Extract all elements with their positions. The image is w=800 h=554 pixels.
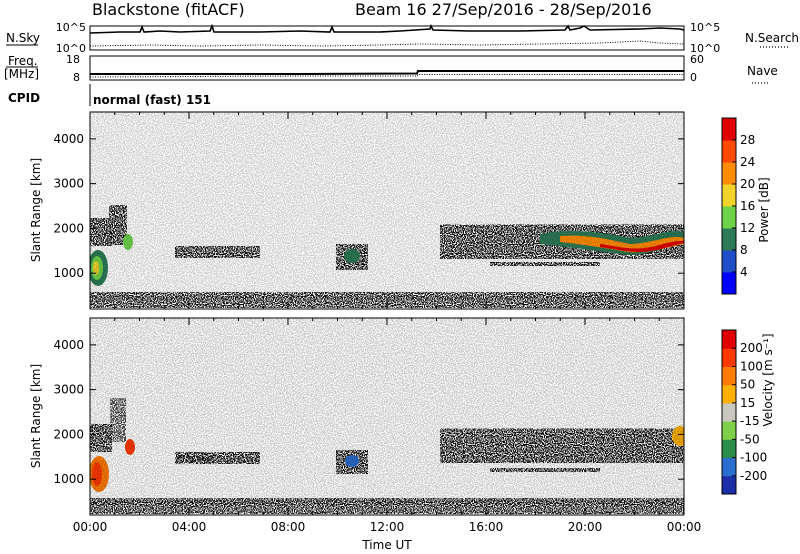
power-colorbar-tick-label: 16 bbox=[740, 199, 755, 213]
power-x-ticks bbox=[89, 112, 685, 309]
power-colorbar: 4 8 12 16 20 24 28 bbox=[721, 117, 755, 295]
power-colorbar-segment bbox=[722, 272, 736, 295]
velocity-y-tick-label: 3000 bbox=[53, 383, 84, 397]
velocity-x-tick-label: 00:00 bbox=[667, 520, 702, 534]
freq-panel: Freq. [MHz] 18 8 60 0 Nave bbox=[4, 53, 778, 84]
x-axis-label: Time UT bbox=[361, 538, 412, 552]
power-colorbar-segment bbox=[722, 162, 736, 185]
power-colorbar-tick-label: 20 bbox=[740, 177, 755, 191]
velocity-colorbar-segment bbox=[722, 439, 736, 459]
power-heatmap: Slant Range [km] 1000 2000 3000 4000 4 8 12 16… bbox=[29, 111, 771, 310]
freq-tick-top: 18 bbox=[66, 53, 80, 66]
velocity-y-tick-label: 4000 bbox=[53, 338, 84, 352]
power-y-ticks: 1000 2000 3000 4000 bbox=[53, 132, 684, 280]
velocity-colorbar-tick-label: 100 bbox=[740, 359, 763, 373]
power-colorbar-tick-label: 12 bbox=[740, 221, 755, 235]
velocity-x-tick-label: 12:00 bbox=[370, 520, 405, 534]
velocity-colorbar-tick-label: -50 bbox=[740, 432, 760, 446]
power-y-tick-label: 4000 bbox=[53, 132, 84, 146]
velocity-colorbar-segment bbox=[722, 475, 736, 495]
velocity-x-tick-label: 08:00 bbox=[271, 520, 306, 534]
velocity-y-tick-label: 2000 bbox=[53, 427, 84, 441]
nsky-tick-top: 10^5 bbox=[56, 21, 86, 34]
power-colorbar-tick-label: 24 bbox=[740, 155, 755, 169]
power-image bbox=[90, 112, 684, 308]
freq-unit: [MHz] bbox=[4, 67, 39, 81]
nsearch-trace bbox=[89, 40, 685, 47]
nsearch-tick-top: 10^5 bbox=[690, 21, 720, 34]
velocity-colorbar-segment bbox=[722, 348, 736, 367]
velocity-x-tick-label: 20:00 bbox=[568, 520, 603, 534]
freq-trace bbox=[90, 70, 684, 75]
velocity-y-ticks: 1000 2000 3000 4000 bbox=[53, 338, 684, 486]
velocity-x-tick-label: 04:00 bbox=[172, 520, 207, 534]
velocity-colorbar-segment bbox=[722, 421, 736, 440]
power-y-tick-label: 2000 bbox=[53, 221, 84, 235]
power-y-tick-label: 1000 bbox=[53, 266, 84, 280]
nsky-trace bbox=[89, 23, 685, 34]
cpid-label: CPID bbox=[8, 91, 40, 105]
nsearch-tick-bottom: 10^0 bbox=[690, 42, 720, 55]
velocity-colorbar-segment bbox=[722, 402, 736, 422]
velocity-x-tick-label: 16:00 bbox=[469, 520, 504, 534]
power-colorbar-segment bbox=[722, 206, 736, 229]
power-colorbar-tick-label: 4 bbox=[740, 265, 748, 279]
velocity-colorbar: 200 100 50 15 -15 -50 -100 -200 bbox=[721, 329, 767, 495]
velocity-colorbar-segment bbox=[722, 384, 736, 404]
velocity-colorbar-segment bbox=[722, 366, 736, 386]
beam-date-info: Beam 16 27/Sep/2016 - 28/Sep/2016 bbox=[355, 0, 652, 19]
velocity-colorbar-tick-label: -100 bbox=[740, 451, 767, 465]
power-colorbar-segment bbox=[722, 228, 736, 251]
nsky-tick-bottom: 10^0 bbox=[56, 42, 86, 55]
nsearch-label: N.Search bbox=[745, 31, 799, 45]
nsky-panel: N.Sky 10^5 10^0 10^5 10^0 N.Search bbox=[6, 21, 799, 55]
velocity-colorbar-tick-label: -15 bbox=[740, 414, 760, 428]
power-colorbar-segment bbox=[722, 118, 736, 141]
nave-trace bbox=[89, 74, 684, 78]
velocity-colorbar-label: Velocity [m s⁻¹] bbox=[761, 333, 775, 426]
velocity-image bbox=[90, 318, 684, 514]
velocity-x-tick-label: 00:00 bbox=[73, 520, 108, 534]
power-colorbar-segment bbox=[722, 184, 736, 207]
velocity-colorbar-tick-label: 200 bbox=[740, 341, 763, 355]
cpid-value: normal (fast) 151 bbox=[93, 93, 211, 107]
velocity-y-tick-label: 1000 bbox=[53, 472, 84, 486]
velocity-colorbar-tick-label: -200 bbox=[740, 469, 767, 483]
power-colorbar-tick-label: 28 bbox=[740, 133, 755, 147]
power-colorbar-label: Power [dB] bbox=[757, 177, 771, 242]
velocity-ylabel: Slant Range [km] bbox=[29, 364, 43, 468]
power-ylabel: Slant Range [km] bbox=[29, 158, 43, 262]
freq-label: Freq. bbox=[8, 54, 38, 68]
nave-label: Nave bbox=[747, 64, 778, 78]
freq-tick-bottom: 8 bbox=[73, 71, 80, 84]
velocity-colorbar-tick-label: 15 bbox=[740, 396, 755, 410]
nsky-label: N.Sky bbox=[6, 31, 40, 45]
nave-tick-top: 60 bbox=[690, 53, 704, 66]
velocity-x-ticks: 00:00 04:00 08:00 12:00 16:00 20:00 00:00 bbox=[73, 318, 702, 534]
plot-title: Blackstone (fitACF) bbox=[92, 0, 245, 19]
power-colorbar-tick-label: 8 bbox=[740, 243, 748, 257]
velocity-colorbar-segment bbox=[722, 330, 736, 349]
velocity-colorbar-segment bbox=[722, 457, 736, 477]
velocity-colorbar-tick-label: 50 bbox=[740, 378, 755, 392]
velocity-colorbar-frame bbox=[721, 329, 737, 495]
nave-tick-bottom: 0 bbox=[690, 71, 697, 84]
power-colorbar-segment bbox=[722, 140, 736, 163]
power-colorbar-segment bbox=[722, 250, 736, 273]
power-y-tick-label: 3000 bbox=[53, 177, 84, 191]
